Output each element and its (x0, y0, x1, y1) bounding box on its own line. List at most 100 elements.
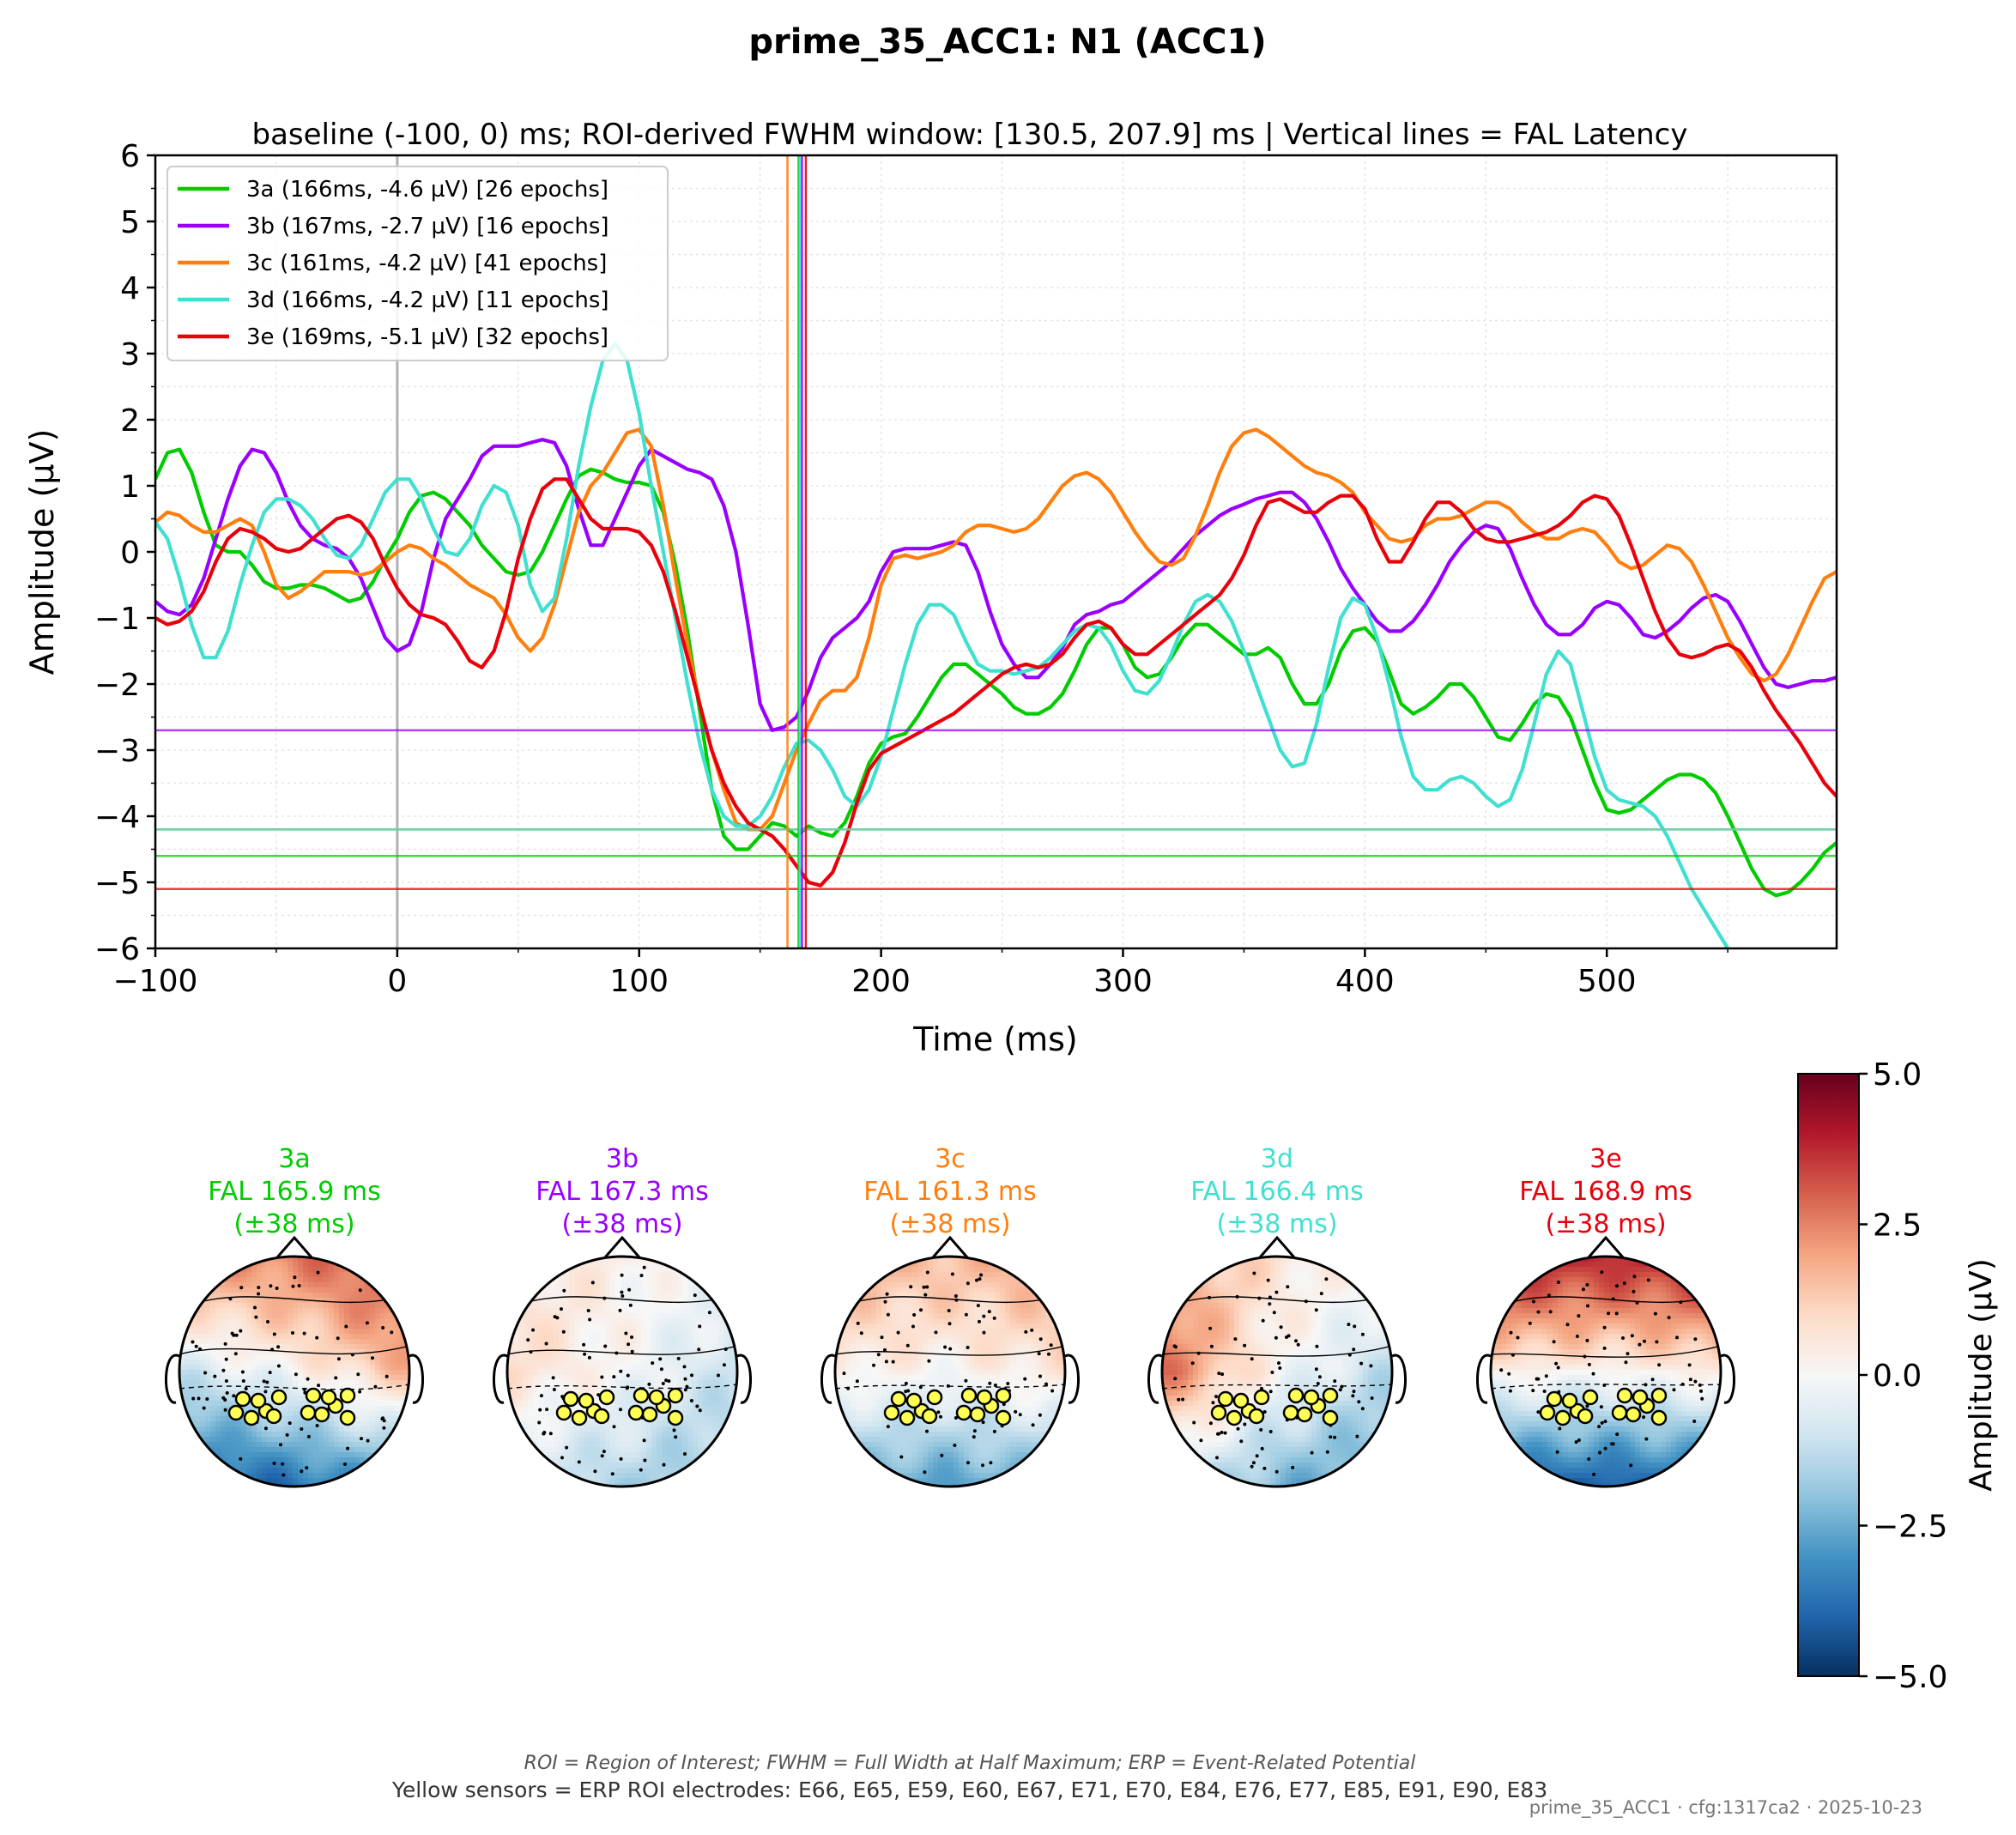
topomap-cell (277, 1272, 283, 1278)
topomap-cell (708, 1349, 714, 1355)
topomap-cell (538, 1354, 544, 1360)
sensor-dot (239, 1456, 243, 1461)
topomap-cell (718, 1318, 724, 1324)
topomap-cell (584, 1277, 590, 1283)
topomap-cell (344, 1334, 350, 1340)
topomap-cell (272, 1272, 278, 1278)
topomap-cell (1010, 1287, 1016, 1293)
topomap-cell (380, 1277, 386, 1283)
topomap-cell (360, 1303, 366, 1309)
topomap-cell (698, 1442, 704, 1448)
topomap-cell (984, 1298, 990, 1304)
topomap-cell (897, 1257, 903, 1263)
topomap-cell (518, 1303, 524, 1309)
topomap-cell (272, 1375, 278, 1381)
topomap-cell (641, 1313, 647, 1319)
topomap-cell (579, 1318, 585, 1324)
topomap-cell (574, 1272, 580, 1278)
topomap-cell (179, 1426, 185, 1432)
topomap-cell (559, 1282, 565, 1288)
topomap-cell (713, 1308, 719, 1314)
topomap-cell (698, 1370, 704, 1376)
topomap-cell (221, 1447, 227, 1453)
topomap-cell (713, 1272, 719, 1278)
topomap-cell (845, 1272, 851, 1278)
topomap-cell (723, 1262, 730, 1268)
topomap-cell (866, 1277, 872, 1283)
sensor-dot (545, 1408, 549, 1412)
sensor-dot (233, 1352, 238, 1356)
topomap-cell (518, 1437, 524, 1443)
topomap-cell (344, 1380, 350, 1386)
topomap-cell (512, 1421, 518, 1427)
topomap-cell (657, 1313, 663, 1319)
topomap-cell (657, 1360, 663, 1366)
sensor-dot (561, 1329, 566, 1334)
topomap-cell (267, 1344, 273, 1350)
topomap-cell (682, 1313, 688, 1319)
legend-label: 3b (167ms, -2.7 µV) [16 epochs] (246, 214, 609, 239)
topomap-cell (672, 1447, 678, 1453)
topomap-cell (406, 1463, 409, 1469)
topomap-cell (600, 1272, 606, 1278)
topomap-cell (713, 1323, 719, 1329)
topomap-cell (897, 1298, 903, 1304)
topomap-cell (282, 1478, 288, 1484)
topomap-cell (277, 1468, 283, 1474)
topomap-cell (907, 1303, 913, 1309)
topomap-cell (1010, 1277, 1016, 1283)
topomap-cell (923, 1287, 929, 1293)
topomap-cell (293, 1457, 299, 1463)
topomap-cell (523, 1411, 529, 1417)
topomap-cell (298, 1396, 304, 1402)
topomap-cell (401, 1478, 407, 1484)
topomap-cell (615, 1426, 621, 1432)
topomap-cell (851, 1293, 857, 1299)
topomap-cell (610, 1463, 616, 1469)
topomap-cell (360, 1390, 366, 1396)
sensor-dot (602, 1450, 606, 1454)
sensor-dot (269, 1284, 273, 1288)
topomap-cell (708, 1478, 714, 1484)
topomap-cell (288, 1432, 294, 1438)
sensor-dot (697, 1347, 701, 1352)
topomap-cell (871, 1257, 877, 1263)
topomap-cell (190, 1437, 196, 1443)
topomap-cell (507, 1411, 513, 1417)
topomap-cell (723, 1267, 730, 1273)
topomap-cell (231, 1463, 237, 1469)
topomap-cell (277, 1318, 283, 1324)
topomap-cell (1026, 1293, 1032, 1299)
topomap-cell (339, 1349, 345, 1355)
topomap-cell (231, 1370, 237, 1376)
y-tick-label: 6 (120, 139, 140, 174)
topomap-cell (334, 1313, 340, 1319)
topomap-cell (548, 1385, 554, 1391)
topomap-cell (631, 1308, 637, 1314)
topomap-cell (887, 1282, 893, 1288)
topomap-cell (729, 1452, 735, 1458)
topomap-cell (396, 1323, 402, 1329)
topomap-cell (912, 1293, 918, 1299)
topomap-cell (334, 1416, 340, 1422)
topomap-cell (221, 1406, 227, 1412)
topomap-cell (329, 1282, 335, 1288)
topomap-cell (221, 1334, 227, 1340)
topomap-cell (329, 1447, 335, 1453)
topomap-cell (912, 1308, 918, 1314)
topomap-cell (1015, 1267, 1021, 1273)
topomap-cell (267, 1380, 273, 1386)
sensor-dot (619, 1456, 623, 1461)
topomap-cell (344, 1339, 350, 1345)
topomap-cell (984, 1303, 990, 1309)
topomap-cell (365, 1452, 371, 1458)
topomap-cell (887, 1318, 893, 1324)
topomap-cell (528, 1478, 534, 1484)
topomap-cell (528, 1390, 534, 1396)
topomap-cell (507, 1457, 513, 1463)
topomap-cell (241, 1277, 247, 1283)
topomap-cell (554, 1287, 560, 1293)
topomap-cell (396, 1452, 402, 1458)
topomap-fal-label: FAL 165.9 ms (208, 1177, 381, 1207)
topomap-cell (257, 1416, 263, 1422)
